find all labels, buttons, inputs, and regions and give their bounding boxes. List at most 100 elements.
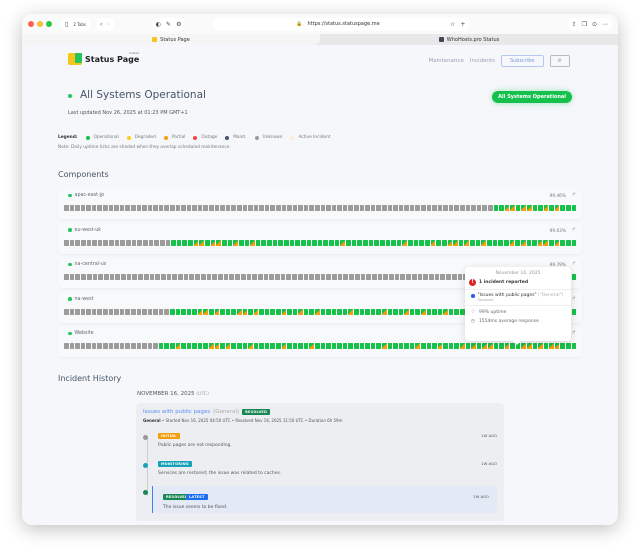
uptime-tick[interactable] [287,308,292,315]
uptime-tick[interactable] [566,205,571,211]
uptime-tick[interactable] [114,308,119,315]
uptime-tick[interactable] [515,205,521,211]
uptime-tick[interactable] [413,239,419,246]
uptime-tick[interactable] [275,274,280,280]
back-icon[interactable]: ‹ [99,20,103,28]
uptime-tick[interactable] [172,274,178,280]
uptime-tick[interactable] [75,205,80,211]
uptime-tick[interactable] [409,205,415,211]
uptime-tick[interactable] [436,239,441,246]
uptime-tick[interactable] [554,343,560,349]
uptime-tick[interactable] [220,205,225,211]
uptime-tick[interactable] [443,308,448,315]
uptime-tick[interactable] [158,308,164,315]
uptime-tick[interactable] [460,205,465,211]
uptime-tick[interactable] [357,239,362,246]
uptime-tick[interactable] [244,239,250,246]
uptime-tick[interactable] [354,308,359,315]
uptime-tick[interactable] [114,343,119,349]
uptime-tick[interactable] [86,239,92,246]
uptime-tick[interactable] [504,205,510,211]
uptime-tick[interactable] [142,343,147,349]
uptime-tick[interactable] [342,308,348,315]
uptime-tick[interactable] [69,239,75,246]
uptime-tick[interactable] [97,343,103,349]
uptime-tick[interactable] [571,274,577,280]
uptime-tick[interactable] [443,343,448,349]
uptime-tick[interactable] [214,205,220,211]
uptime-tick[interactable] [297,274,303,280]
uptime-tick[interactable] [359,343,365,349]
uptime-tick[interactable] [482,343,487,349]
uptime-tick[interactable] [521,205,526,211]
uptime-tick[interactable] [448,308,454,315]
uptime-tick[interactable] [312,239,317,246]
uptime-tick[interactable] [532,205,538,211]
uptime-tick[interactable] [182,239,188,246]
uptime-tick[interactable] [404,308,409,315]
uptime-tick[interactable] [409,308,415,315]
uptime-tick[interactable] [443,205,448,211]
uptime-tick[interactable] [499,343,504,349]
logo[interactable]: Status Page hosted [68,51,139,65]
uptime-tick[interactable] [149,274,155,280]
uptime-tick[interactable] [465,343,471,349]
uptime-tick[interactable] [421,205,426,211]
uptime-tick[interactable] [80,308,86,315]
uptime-tick[interactable] [238,239,244,246]
uptime-tick[interactable] [348,308,354,315]
uptime-tick[interactable] [309,343,315,349]
settings-button[interactable]: ⚙ [549,55,570,67]
uptime-tick[interactable] [526,205,532,211]
uptime-tick[interactable] [303,308,309,315]
uptime-tick[interactable] [225,343,231,349]
uptime-tick[interactable] [259,343,264,349]
uptime-tick[interactable] [69,343,75,349]
uptime-tick[interactable] [138,274,143,280]
uptime-tick[interactable] [560,239,566,246]
uptime-tick[interactable] [287,343,292,349]
uptime-tick[interactable] [340,239,346,246]
uptime-tick[interactable] [270,308,275,315]
uptime-tick[interactable] [214,343,220,349]
uptime-tick[interactable] [216,239,221,246]
uptime-tick[interactable] [203,205,209,211]
uptime-tick[interactable] [326,274,332,280]
uptime-tick[interactable] [231,205,236,211]
nav-maintenance[interactable]: Maintenance [428,58,464,64]
uptime-tick[interactable] [292,308,298,315]
uptime-tick[interactable] [554,205,560,211]
uptime-tick[interactable] [176,239,182,246]
uptime-tick[interactable] [421,343,426,349]
uptime-tick[interactable] [406,274,411,280]
uptime-tick[interactable] [165,239,171,246]
uptime-tick[interactable] [189,274,195,280]
uptime-tick[interactable] [476,343,482,349]
uptime-tick[interactable] [142,308,147,315]
uptime-tick[interactable] [526,343,532,349]
uptime-tick[interactable] [448,343,454,349]
uptime-tick[interactable] [155,274,160,280]
uptime-tick[interactable] [370,205,376,211]
uptime-tick[interactable] [430,239,436,246]
uptime-tick[interactable] [181,205,186,211]
more-icon[interactable]: ⋯ [602,20,608,28]
uptime-tick[interactable] [309,274,314,280]
uptime-tick[interactable] [75,343,80,349]
subscribe-button[interactable]: Subscribe [500,55,544,67]
uptime-tick[interactable] [136,308,142,315]
uptime-tick[interactable] [457,274,463,280]
uptime-tick[interactable] [103,239,109,246]
uptime-tick[interactable] [537,239,543,246]
uptime-tick[interactable] [377,274,383,280]
uptime-tick[interactable] [197,308,203,315]
uptime-tick[interactable] [103,308,108,315]
uptime-tick[interactable] [448,205,454,211]
uptime-tick[interactable] [387,343,393,349]
uptime-tick[interactable] [566,239,571,246]
uptime-tick[interactable] [425,239,430,246]
uptime-tick[interactable] [398,343,404,349]
uptime-tick[interactable] [132,274,138,280]
uptime-tick[interactable] [487,343,493,349]
uptime-tick[interactable] [381,205,387,211]
